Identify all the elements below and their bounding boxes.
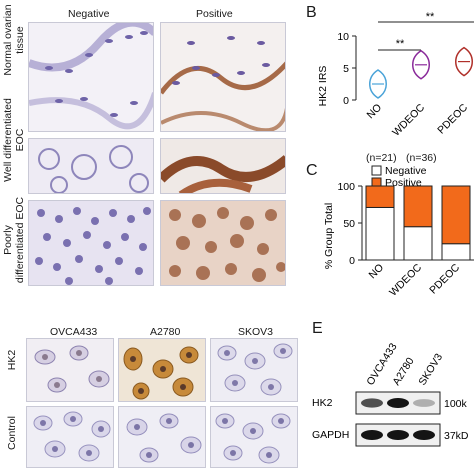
blot-size-gapdh: 37kD: [444, 430, 469, 442]
ihc-poorly-positive: [160, 200, 286, 286]
row-label-normal-line1: Normal ovarian: [2, 4, 14, 76]
row-label-well-line2: EOC: [14, 128, 26, 152]
row-label-poorly-line2: differentiated EOC: [14, 196, 26, 284]
cells-control-skov3: [210, 406, 298, 468]
blot-band-gapdh-ovca433: [361, 430, 383, 440]
row-label-poorly: Poorly differentiated EOC: [2, 190, 26, 290]
bar-negative-pdeoc: [441, 243, 471, 261]
violin-chart: HK2 IRS 0 5 10 ** ** NO WDEOC PDEOC: [317, 11, 474, 139]
violin-yticks: 0 5 10: [337, 31, 356, 107]
group-n-wdeoc: (n=36): [406, 152, 437, 164]
bar-ytick-label: 100: [337, 181, 355, 193]
legend-negative: Negative: [385, 165, 427, 177]
blot-band-gapdh-a2780: [387, 430, 409, 440]
bar-positive-wdeoc: [403, 185, 433, 228]
blot-size-hk2: 100k: [444, 398, 468, 410]
bar-positive-pdeoc: [441, 185, 471, 245]
cell-col-skov3: SKOV3: [238, 326, 274, 338]
cell-col-ovca433: OVCA433: [50, 326, 98, 338]
bar-ytick-label: 50: [343, 218, 355, 230]
ihc-poorly-negative: [28, 200, 154, 286]
col-label-positive: Positive: [196, 8, 233, 20]
cells-hk2-a2780: [118, 338, 206, 402]
lane-label-skov3: SKOV3: [416, 351, 445, 387]
cells-control-ovca433: [26, 406, 114, 468]
bar-xlabels: NO WDEOC PDEOC: [366, 261, 462, 298]
bar-ytick-label: 0: [349, 255, 355, 267]
panel-b-letter: B: [306, 4, 317, 21]
blot-band-gapdh-skov3: [413, 430, 435, 440]
ihc-well-negative: [28, 138, 154, 194]
violin-no: [369, 69, 387, 99]
violin-pdeoc: [455, 46, 473, 77]
ihc-normal-negative: [28, 22, 154, 132]
bar-ylabel: % Group Total: [323, 203, 335, 269]
ihc-well-positive: [160, 138, 286, 194]
row-label-poorly-line1: Poorly: [2, 225, 14, 255]
cell-row-control: Control: [6, 416, 18, 450]
cell-col-a2780: A2780: [150, 326, 181, 338]
blot-band-hk2-a2780: [387, 398, 409, 408]
violin-ytick-label: 5: [343, 63, 349, 75]
panel-c-letter: C: [306, 162, 318, 179]
violin-ytick-label: 0: [343, 95, 349, 107]
violins: [369, 46, 473, 99]
violin-xlabels: NO WDEOC PDEOC: [364, 101, 470, 138]
violin-xlabel-wdeoc: WDEOC: [390, 101, 427, 138]
bar-negative-wdeoc: [403, 226, 433, 261]
cells-control-a2780: [118, 406, 206, 468]
sig-long: **: [426, 11, 435, 23]
bar-xlabel-no: NO: [366, 262, 386, 282]
col-label-negative: Negative: [68, 8, 110, 20]
violin-xlabel-pdeoc: PDEOC: [435, 101, 470, 136]
panel-e-letter: E: [312, 320, 323, 337]
cell-row-hk2: HK2: [6, 349, 18, 371]
row-label-well-line1: Well differentiated: [2, 98, 14, 182]
cells-hk2-skov3: [210, 338, 298, 402]
blot-band-hk2-ovca433: [361, 398, 383, 408]
group-n-no: (n=21): [366, 152, 397, 164]
bar-negative-no: [365, 206, 395, 261]
bar-xlabel-wdeoc: WDEOC: [387, 261, 424, 298]
blot-rows: HK2 100k GAPDH 37kD: [312, 391, 469, 447]
blot-label-hk2: HK2: [312, 397, 333, 409]
row-label-normal-line2: tissue: [14, 26, 26, 54]
row-label-well: Well differentiated EOC: [2, 90, 26, 190]
sig-short: **: [396, 38, 405, 50]
bar-xlabel-pdeoc: PDEOC: [427, 261, 462, 296]
violin-ytick-label: 10: [337, 31, 349, 43]
bar-yticks: 0 50 100: [337, 181, 362, 267]
ihc-normal-positive: [160, 22, 286, 132]
violin-wdeoc: [412, 49, 430, 80]
legend-swatch-negative: [371, 165, 382, 176]
bar-positive-no: [365, 185, 395, 208]
violin-xlabel-no: NO: [364, 102, 384, 122]
row-label-normal: Normal ovarian tissue: [2, 0, 26, 80]
bars: [365, 185, 471, 261]
blot-band-hk2-skov3: [413, 399, 435, 407]
blot-label-gapdh: GAPDH: [312, 429, 349, 441]
cells-hk2-ovca433: [26, 338, 114, 402]
violin-ylabel: HK2 IRS: [317, 66, 329, 107]
lane-label-a2780: A2780: [390, 355, 416, 387]
